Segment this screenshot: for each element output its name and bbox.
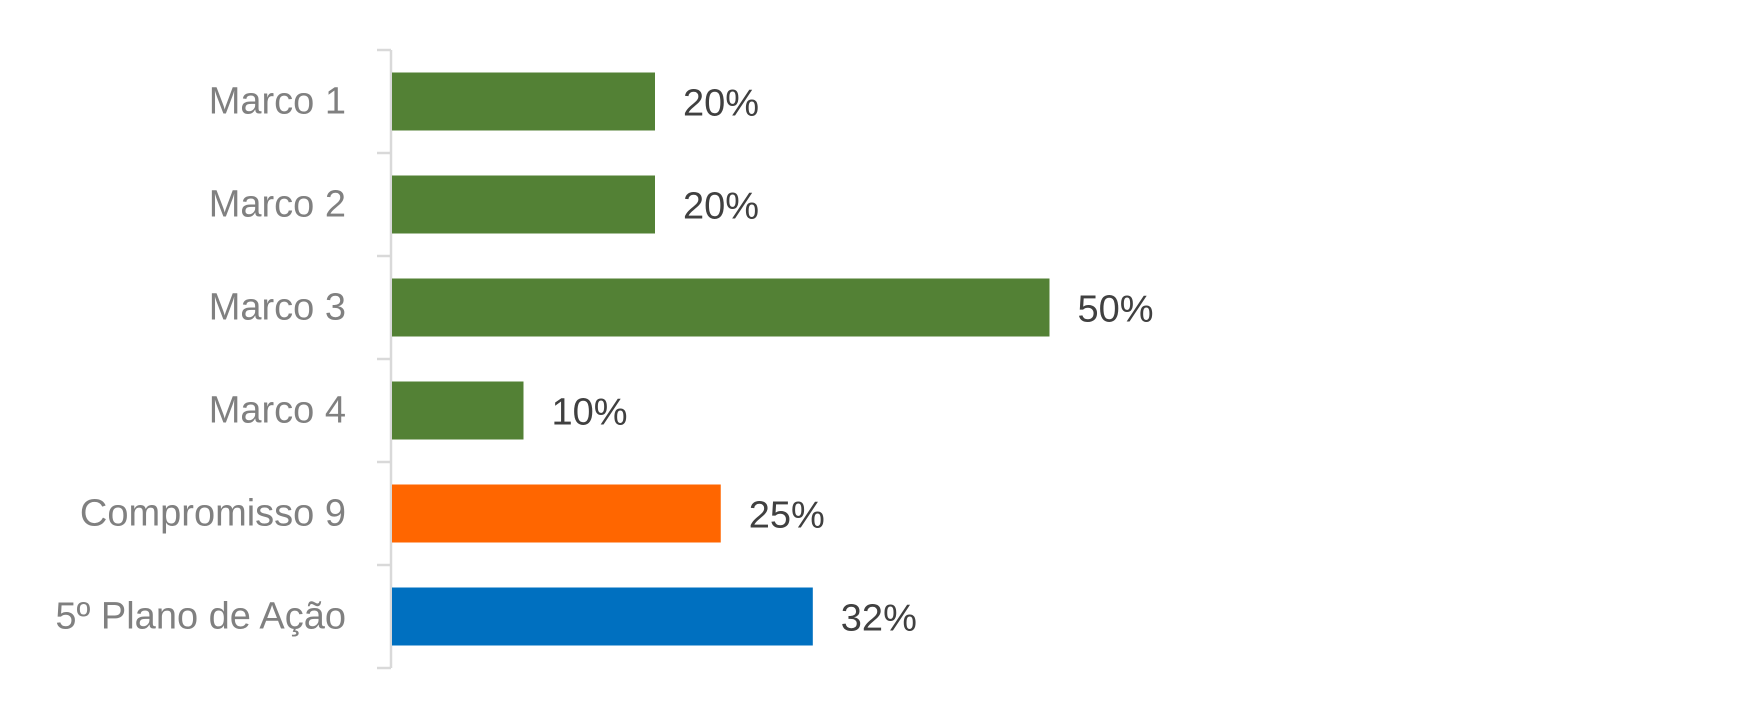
category-label-6: 5º Plano de Ação [55,596,346,638]
category-axis [377,48,393,670]
value-label-5: 25% [749,495,825,537]
value-label-4: 10% [552,392,628,434]
bar-6 [392,587,813,646]
value-label-3: 50% [1078,289,1154,331]
bar-4 [392,381,524,440]
bars [392,72,1050,646]
category-label-3: Marco 3 [209,287,346,329]
category-label-5: Compromisso 9 [80,493,346,535]
value-label-2: 20% [683,186,759,228]
category-label-4: Marco 4 [209,390,346,432]
category-labels: Marco 1 Marco 2 Marco 3 Marco 4 Compromisso … [55,81,346,638]
value-label-1: 20% [683,83,759,125]
bar-2 [392,175,655,234]
category-label-2: Marco 2 [209,184,346,226]
category-label-1: Marco 1 [209,81,346,123]
value-labels: 20% 20% 50% 10% 25% 32% [552,83,1154,640]
bar-5 [392,484,721,543]
bar-1 [392,72,655,131]
value-label-6: 32% [841,598,917,640]
bar-3 [392,278,1050,337]
